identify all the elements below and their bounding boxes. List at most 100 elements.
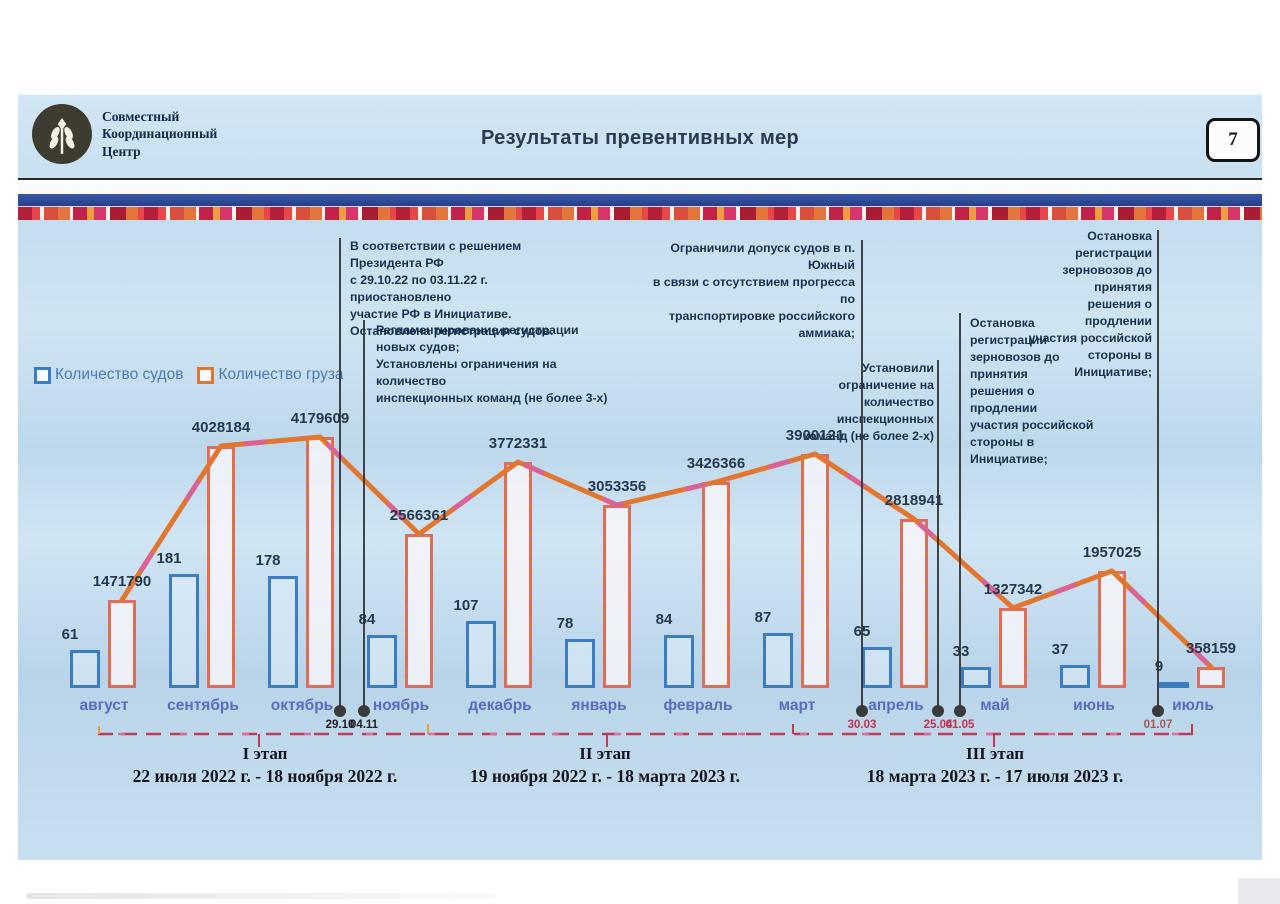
- ships-bar: [961, 667, 991, 688]
- month-label: август: [79, 697, 129, 714]
- cargo-value-label: 358159: [1185, 640, 1237, 657]
- ships-count-label: 61: [61, 626, 79, 643]
- cargo-value-label: 1957025: [1082, 544, 1142, 561]
- navy-band: [18, 194, 1262, 206]
- cargo-bar: [1098, 571, 1126, 688]
- cargo-bar: [702, 482, 730, 688]
- ships-bar: [763, 633, 793, 688]
- stage-2-label: II этап: [579, 744, 631, 763]
- stage-3-range: 18 марта 2023 г. - 17 июля 2023 г.: [866, 766, 1124, 786]
- ships-bar: [565, 639, 595, 688]
- event-dot: [954, 705, 966, 717]
- cargo-bar: [801, 454, 829, 688]
- month-label: декабрь: [468, 697, 532, 714]
- ships-bar: [169, 574, 199, 688]
- page-number: 7: [1206, 118, 1260, 162]
- ships-bar: [70, 650, 100, 688]
- cargo-value-label: 3053356: [587, 478, 647, 495]
- ships-count-label: 181: [156, 550, 182, 567]
- cargo-bar: [1197, 667, 1225, 688]
- ships-count-label: 178: [255, 552, 281, 569]
- cargo-value-label: 4028184: [191, 419, 251, 436]
- event-dot: [1152, 705, 1164, 717]
- ships-bar: [664, 635, 694, 688]
- ships-count-label: 9: [1154, 658, 1164, 675]
- event-date-label: 01.07: [1143, 719, 1173, 731]
- event-line: [959, 313, 961, 711]
- ships-bar: [367, 635, 397, 688]
- cargo-value-label: 2818941: [884, 492, 944, 509]
- page-title: Результаты превентивных мер: [481, 127, 799, 149]
- cargo-value-label: 2566361: [389, 507, 449, 524]
- ships-count-label: 87: [754, 609, 772, 626]
- ships-swatch-icon: [34, 366, 51, 384]
- event-date-label: 25.04: [923, 719, 953, 731]
- event-line: [363, 320, 365, 711]
- ships-count-label: 37: [1051, 641, 1069, 658]
- cargo-bar: [306, 437, 334, 688]
- cargo-bar: [207, 446, 235, 688]
- event-line: [339, 238, 341, 711]
- mosaic-band: [18, 207, 1262, 220]
- stage-3-label: III этап: [965, 744, 1025, 763]
- event-date-label: 30.03: [847, 719, 877, 731]
- month-label: апрель: [868, 697, 924, 714]
- stage-2: II этап 19 ноября 2022 г. - 18 марта 202…: [375, 744, 835, 787]
- stage-timeline: [98, 724, 1198, 747]
- legend-ships-label: Количество судов: [55, 366, 184, 383]
- ships-count-label: 78: [556, 615, 574, 632]
- month-label: март: [778, 697, 816, 714]
- ships-bar: [1159, 682, 1189, 688]
- cargo-bar: [405, 534, 433, 688]
- event-date-label: 01.05: [945, 719, 975, 731]
- event-dot: [856, 705, 868, 717]
- month-label: сентябрь: [167, 697, 239, 714]
- annotation-registration-rules: Регламентирование регистрации новых судо…: [376, 323, 608, 405]
- chart-legend: Количество судов Количество груза: [34, 366, 344, 384]
- logo: Совместный Координационный Центр: [32, 104, 217, 164]
- ships-count-label: 84: [358, 611, 376, 628]
- wheat-logo-icon: [32, 104, 92, 164]
- cargo-value-label: 3772331: [488, 435, 548, 452]
- legend-cargo-label: Количество груза: [218, 366, 344, 383]
- cargo-value-label: 3900121: [785, 427, 845, 444]
- bottom-scan-smudge: [26, 893, 496, 899]
- legend-item-cargo: Количество груза: [197, 366, 344, 384]
- stage-1-label: I этап: [242, 744, 288, 763]
- ships-count-label: 107: [453, 597, 479, 614]
- ships-bar: [268, 576, 298, 688]
- cargo-swatch-icon: [197, 366, 215, 384]
- stage-3: III этап 18 марта 2023 г. - 17 июля 2023…: [765, 744, 1225, 787]
- ships-count-label: 84: [655, 611, 673, 628]
- white-band: [18, 178, 1262, 194]
- event-line: [1157, 230, 1159, 711]
- cargo-value-label: 4179609: [290, 410, 350, 427]
- bottom-corner-smudge: [1238, 878, 1280, 904]
- event-line: [937, 360, 939, 711]
- stage-1: I этап 22 июля 2022 г. - 18 ноября 2022 …: [35, 744, 495, 787]
- bar-chart: 61 1471790 август 181 4028184 сентябрь 178 4179…: [60, 395, 1236, 714]
- month-label: май: [980, 697, 1010, 714]
- event-line: [861, 240, 863, 711]
- cargo-bar: [603, 505, 631, 688]
- month-label: октябрь: [270, 697, 334, 714]
- annotation-grain-stop-right: Остановка регистрации зерновозов до прин…: [1028, 229, 1152, 379]
- month-label: июль: [1172, 697, 1214, 714]
- cargo-bar: [999, 608, 1027, 688]
- month-label: январь: [571, 697, 627, 714]
- event-dot: [358, 705, 370, 717]
- cargo-value-label: 1471790: [92, 573, 152, 590]
- ships-count-label: 33: [952, 643, 970, 660]
- legend-item-ships: Количество судов: [34, 366, 183, 384]
- annotation-president-decision: В соответствии с решением Президента РФ …: [350, 239, 554, 338]
- event-dot: [334, 705, 346, 717]
- event-date-label: 29.10: [325, 719, 355, 731]
- month-label: июнь: [1073, 697, 1115, 714]
- ships-bar: [862, 647, 892, 688]
- ships-bar: [466, 621, 496, 688]
- event-dot: [932, 705, 944, 717]
- logo-text: Совместный Координационный Центр: [102, 108, 218, 159]
- ships-bar: [1060, 665, 1090, 688]
- event-date-label: 04.11: [349, 719, 379, 731]
